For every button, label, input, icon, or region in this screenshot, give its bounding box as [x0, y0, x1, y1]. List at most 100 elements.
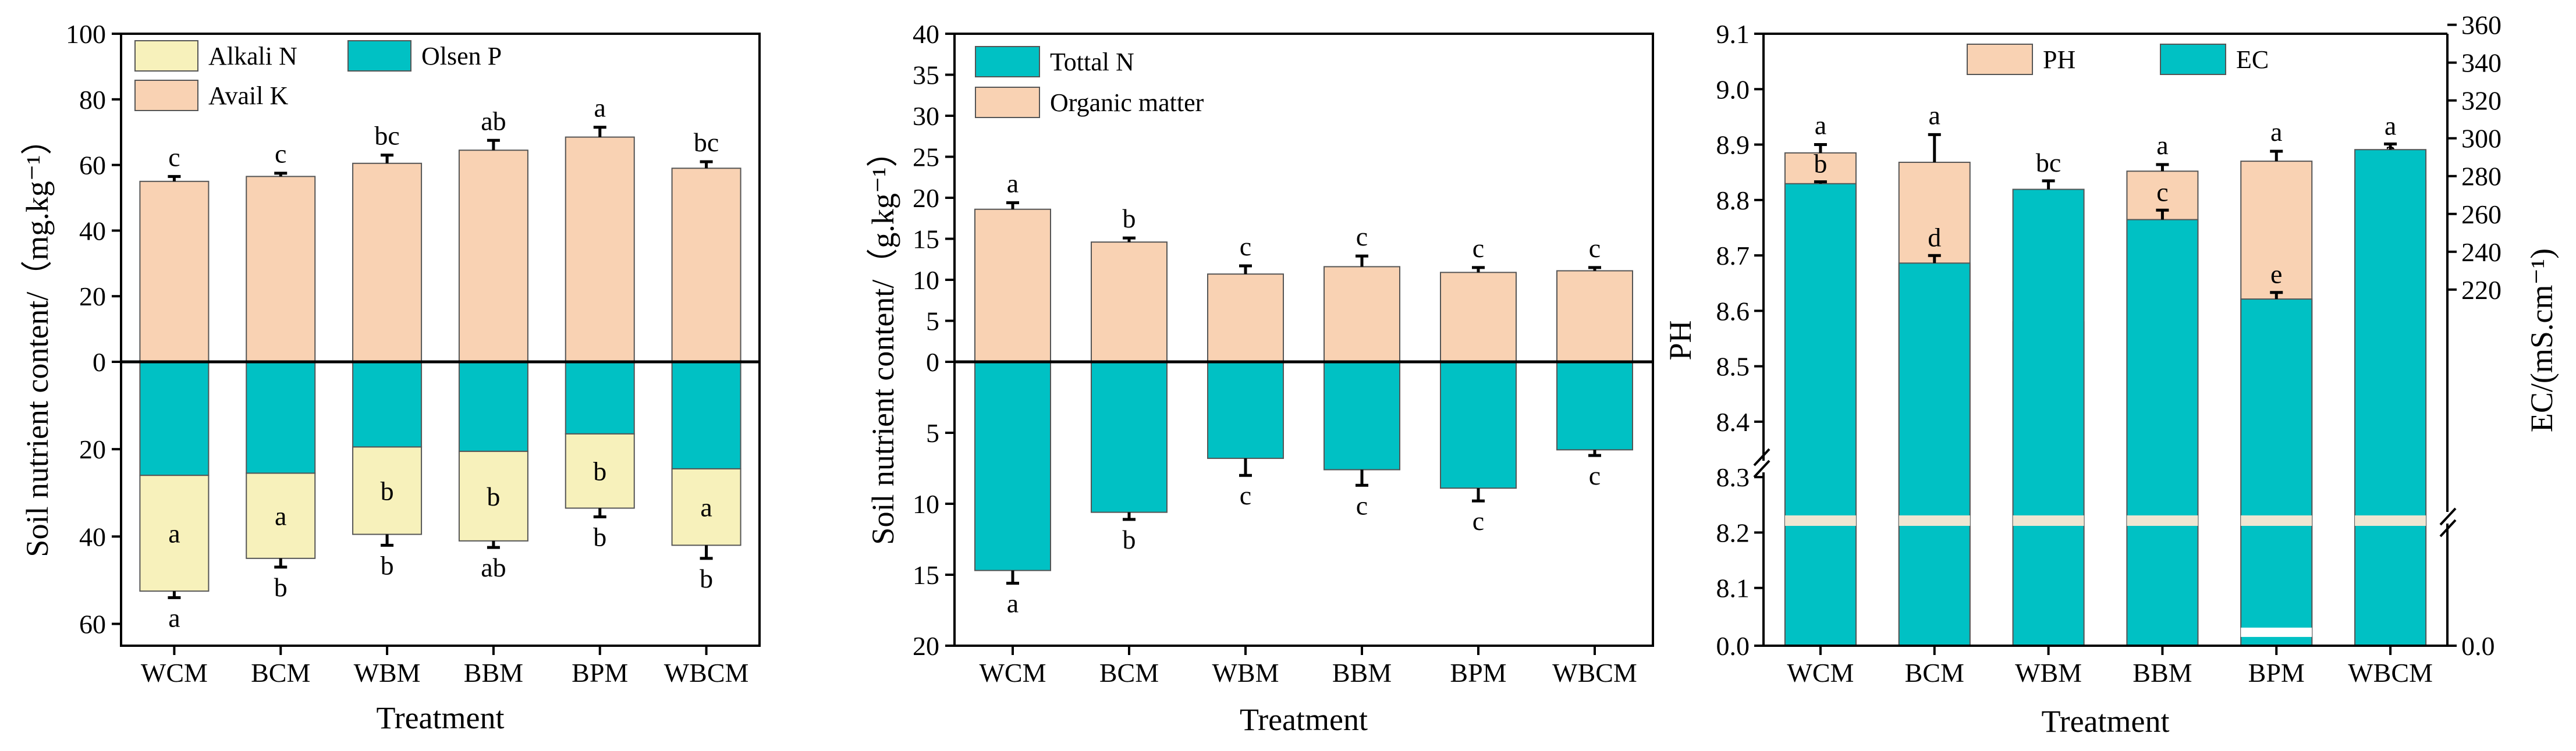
y-tick-label-left: 8.8 — [1716, 186, 1750, 215]
panel-macronutrients: caaWCMcabBCMbcbbWBMabbabBBMabbBPMbcabWBC… — [20, 19, 761, 735]
y-tick-label: 20 — [913, 631, 939, 661]
y-tick-label: 40 — [79, 216, 106, 245]
sig-label-total-n: c — [1589, 461, 1601, 490]
x-tick-label: BBM — [464, 658, 523, 688]
sig-label-olsen-p: b — [381, 476, 394, 506]
bar-olsen-p — [671, 361, 741, 469]
x-axis-title: Treatment — [377, 700, 505, 735]
y-tick-label: 20 — [79, 282, 106, 311]
bar-alkali-n — [352, 446, 423, 535]
x-tick-label: WBCM — [664, 658, 749, 688]
sig-label-total-n: c — [1472, 506, 1484, 536]
panel-nitrogen-organic-matter: a a WCM b b BCM c c WBM c c BBM c c BPM c c WBCM 0 5 10 15 20 2… — [865, 19, 1654, 737]
axis-break-band — [2355, 515, 2426, 526]
bar-olsen-p — [139, 361, 210, 476]
sig-label-organic-matter: c — [1356, 222, 1368, 251]
bar-alkali-n — [458, 450, 528, 542]
y-tick-label-right: 320 — [2461, 86, 2502, 116]
y-axis-title-left: PH — [1663, 320, 1698, 360]
legend-swatch — [975, 87, 1040, 118]
y-tick-label: 60 — [79, 151, 106, 180]
y-tick-label: 30 — [913, 101, 939, 131]
bar-organic-matter — [1091, 241, 1168, 363]
x-tick-label: WBCM — [2348, 658, 2433, 688]
legend-label: Alkali N — [208, 42, 297, 70]
sig-label-ph: a — [1815, 111, 1826, 140]
y-tick-label-right: 220 — [2461, 275, 2502, 305]
sig-label-organic-matter: c — [1240, 232, 1251, 261]
sig-label-organic-matter: c — [1472, 233, 1484, 263]
axis-break-band — [2241, 515, 2312, 526]
sig-label-avail-k: a — [594, 93, 606, 123]
legend-swatch — [2160, 44, 2226, 75]
bar-olsen-p — [352, 361, 423, 448]
y-tick-label: 5 — [926, 307, 939, 336]
sig-label-avail-k: ab — [481, 106, 506, 136]
bar-olsen-p — [458, 361, 528, 452]
legend-label: Olsen P — [421, 42, 502, 70]
legend-swatch — [347, 40, 411, 72]
bar-alkali-n — [139, 475, 210, 592]
sig-label-ph: a — [2270, 117, 2282, 147]
sig-label-total-n: c — [1240, 481, 1251, 510]
axis-break-mark-left — [1753, 460, 1770, 478]
legend-swatch — [134, 80, 198, 111]
bar-olsen-p — [246, 361, 316, 474]
x-tick-label: BBM — [1332, 658, 1392, 688]
legend-label: EC — [2236, 45, 2269, 74]
sig-label-avail-k: c — [168, 142, 180, 172]
sig-label-ec: d — [1928, 222, 1941, 252]
x-tick-label: BPM — [1450, 658, 1506, 688]
legend-swatch — [1967, 44, 2033, 75]
y-tick-label-right: 260 — [2461, 200, 2502, 229]
y-tick-label-left: 8.6 — [1716, 296, 1750, 326]
sig-label-alkali-n: b — [381, 550, 394, 580]
y-tick-label-left: 8.9 — [1716, 130, 1750, 160]
y-tick-label-left: 8.4 — [1716, 407, 1750, 437]
sig-label-total-n: c — [1356, 490, 1368, 520]
y-tick-label: 0 — [926, 347, 939, 377]
y-axis-title: Soil nutrient content/（g.kg⁻¹） — [865, 136, 900, 544]
axis-break-band — [1784, 515, 1856, 526]
y-tick-label: 20 — [913, 183, 939, 213]
bar-ec — [1784, 183, 1857, 646]
sig-label-avail-k: bc — [694, 127, 719, 157]
legend-swatch — [975, 46, 1040, 77]
sig-label-ph: a — [2156, 130, 2168, 160]
sig-label-total-n: a — [1007, 589, 1019, 618]
bar-ec — [2012, 188, 2085, 646]
bpm-break-gap — [2241, 627, 2312, 637]
y-tick-label-right: 300 — [2461, 124, 2502, 154]
sig-label-olsen-p: b — [487, 482, 500, 511]
bar-ec — [1898, 262, 1971, 647]
sig-label-alkali-n: a — [168, 603, 180, 632]
sig-label-ec: b — [1814, 148, 1827, 178]
sig-label-olsen-p: a — [275, 501, 286, 531]
sig-label-ph: a — [1929, 100, 1940, 130]
panel-ph-ec: abWCMadBCMabbcWBMacBBMaeBPMaaWBCM8.18.28… — [1663, 10, 2559, 739]
bar-avail-k — [565, 136, 635, 362]
sig-label-ec: a — [2385, 111, 2396, 140]
plot-frame — [120, 33, 761, 647]
bar-total-n — [1556, 361, 1633, 451]
x-tick-label: BBM — [2133, 658, 2192, 688]
legend-label: Tottal N — [1050, 48, 1134, 76]
sig-label-total-n: b — [1123, 525, 1136, 554]
x-axis-title: Treatment — [1240, 702, 1368, 737]
y-tick-label-right: 340 — [2461, 48, 2502, 78]
y-axis-title-right: EC/(mS.cm⁻¹) — [2524, 248, 2559, 432]
legend-label: Organic matter — [1050, 88, 1204, 117]
x-tick-label: WCM — [141, 658, 208, 688]
x-tick-label: BCM — [1905, 658, 1964, 688]
y-tick-label-left: 8.2 — [1716, 518, 1750, 547]
bar-organic-matter — [1556, 270, 1633, 362]
y-tick-label: 100 — [66, 19, 106, 49]
sig-label-olsen-p: a — [168, 519, 180, 549]
bar-avail-k — [458, 150, 528, 362]
x-tick-label: BPM — [572, 658, 628, 688]
y-tick-label: 0 — [93, 347, 106, 377]
y-tick-label-left: 8.1 — [1716, 574, 1750, 603]
legend-label: PH — [2043, 45, 2075, 74]
bar-avail-k — [352, 162, 423, 362]
